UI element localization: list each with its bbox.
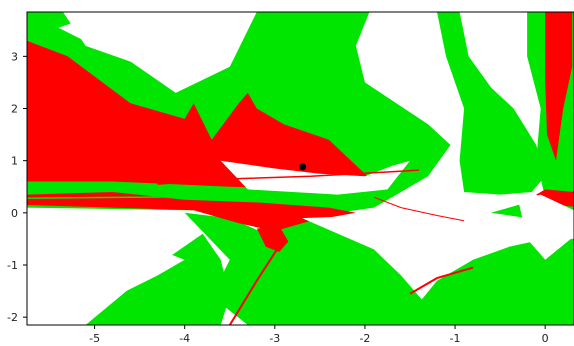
y-tick-label: -2 (7, 311, 18, 324)
white-basin-region-13 (220, 160, 410, 195)
green-basin-region-5 (85, 233, 230, 325)
green-basin-region-3 (184, 212, 446, 325)
marker-layer (299, 163, 307, 171)
red-basin-filament-1 (409, 266, 474, 295)
white-basin-region-12 (58, 12, 167, 62)
x-tick-label: -3 (269, 332, 280, 345)
red-basin-region-10 (545, 12, 573, 161)
x-tick-label: -2 (359, 332, 370, 345)
x-tick-label: 0 (542, 332, 549, 345)
red-basin-filament-4 (373, 196, 465, 222)
x-tick-label: -1 (450, 332, 461, 345)
white-basin-region-16 (27, 225, 185, 312)
plot-area (27, 12, 574, 325)
x-tick-label: -5 (89, 332, 100, 345)
green-basin-region-1 (437, 12, 546, 195)
red-basin-region-8 (27, 192, 356, 232)
white-basin-region-15 (301, 215, 437, 260)
axes: -5 -4 -3 -2 -1 0 3 2 1 0 -1 -2 (7, 11, 574, 345)
red-basin-filament-0 (228, 238, 285, 325)
plot-frame (26, 11, 574, 326)
y-tick-label: 0 (11, 207, 18, 220)
basin-regions (27, 12, 574, 325)
green-basin-region-4 (401, 238, 574, 325)
red-basin-filament-2 (157, 169, 420, 185)
red-basin-region-7 (27, 40, 379, 190)
white-basin-region-14 (518, 194, 574, 260)
y-tick-label: -1 (7, 259, 18, 272)
green-basin-filament-3 (27, 195, 384, 204)
x-tick-label: -4 (179, 332, 190, 345)
y-tick-label: 3 (11, 50, 18, 63)
y-tick-label: 2 (11, 103, 18, 116)
marked-point (299, 163, 307, 171)
red-basin-region-11 (536, 189, 574, 207)
y-tick-label: 1 (11, 155, 18, 168)
basin-curves (27, 169, 474, 325)
